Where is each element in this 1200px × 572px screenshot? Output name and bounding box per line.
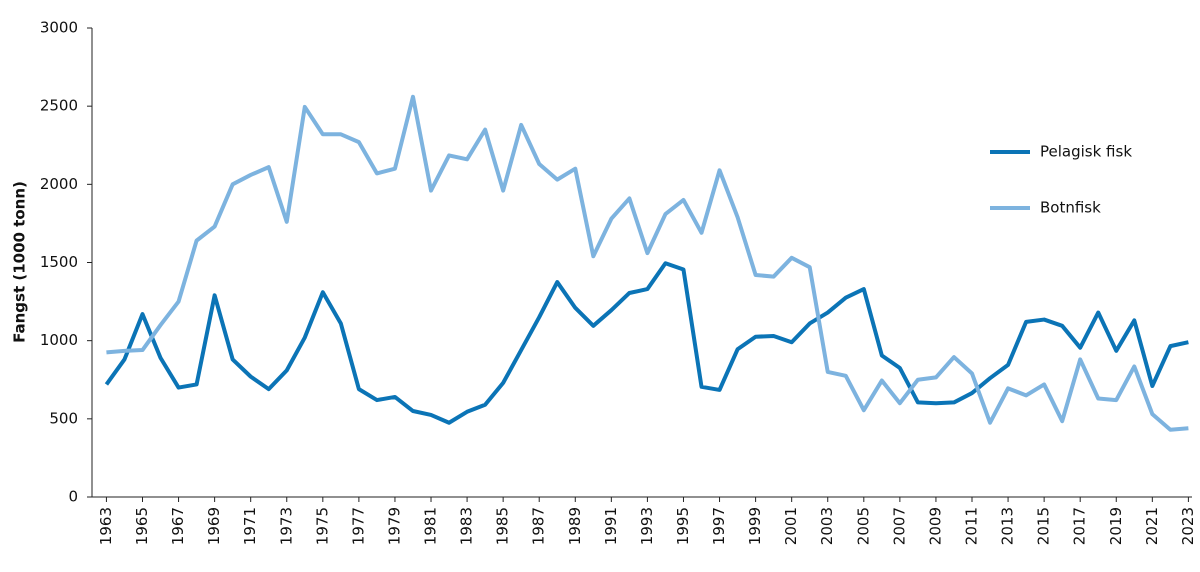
x-tick-label: 2001 [782, 507, 800, 545]
x-tick-label: 1981 [422, 507, 440, 545]
x-tick-label: 2011 [963, 507, 981, 545]
x-tick-label: 1973 [277, 507, 295, 545]
series-line [106, 94, 1189, 432]
x-tick-label: 1999 [746, 507, 764, 545]
x-tick-label: 2023 [1179, 507, 1197, 545]
x-tick-label: 1983 [458, 507, 476, 545]
x-tick-label: 1995 [674, 507, 692, 545]
x-tick-label: 1965 [133, 507, 151, 545]
series-line [104, 261, 1189, 425]
y-tick-label: 500 [49, 409, 78, 427]
x-tick-label: 1993 [638, 507, 656, 545]
x-tick-label: 2015 [1035, 507, 1053, 545]
x-tick-label: 1985 [494, 507, 512, 545]
x-tick-label: 2019 [1107, 507, 1125, 545]
y-tick-label: 2500 [40, 97, 78, 115]
y-tick-label: 3000 [40, 19, 78, 37]
legend-label: Botnfisk [1040, 199, 1101, 217]
x-tick-label: 1967 [169, 507, 187, 545]
x-tick-label: 1979 [385, 507, 403, 545]
x-tick-label: 2021 [1143, 507, 1161, 545]
x-tick-label: 1975 [313, 507, 331, 545]
x-tick-label: 1971 [241, 507, 259, 545]
y-axis-label: Fangst (1000 tonn) [11, 181, 29, 343]
legend-label: Pelagisk fisk [1040, 143, 1132, 161]
x-tick-label: 2017 [1071, 507, 1089, 545]
y-tick-label: 1500 [40, 253, 78, 271]
y-tick-label: 0 [68, 488, 78, 506]
x-tick-label: 1977 [349, 507, 367, 545]
x-tick-label: 1987 [530, 507, 548, 545]
x-tick-label: 1991 [602, 507, 620, 545]
x-tick-label: 1963 [97, 507, 115, 545]
x-tick-label: 1997 [710, 507, 728, 545]
x-tick-label: 2005 [854, 507, 872, 545]
x-tick-label: 2013 [999, 507, 1017, 545]
x-tick-label: 2003 [818, 507, 836, 545]
y-tick-label: 2000 [40, 175, 78, 193]
y-tick-label: 1000 [40, 331, 78, 349]
x-tick-label: 2009 [926, 507, 944, 545]
x-tick-label: 1969 [205, 507, 223, 545]
x-tick-label: 1989 [566, 507, 584, 545]
x-tick-label: 2007 [890, 507, 908, 545]
